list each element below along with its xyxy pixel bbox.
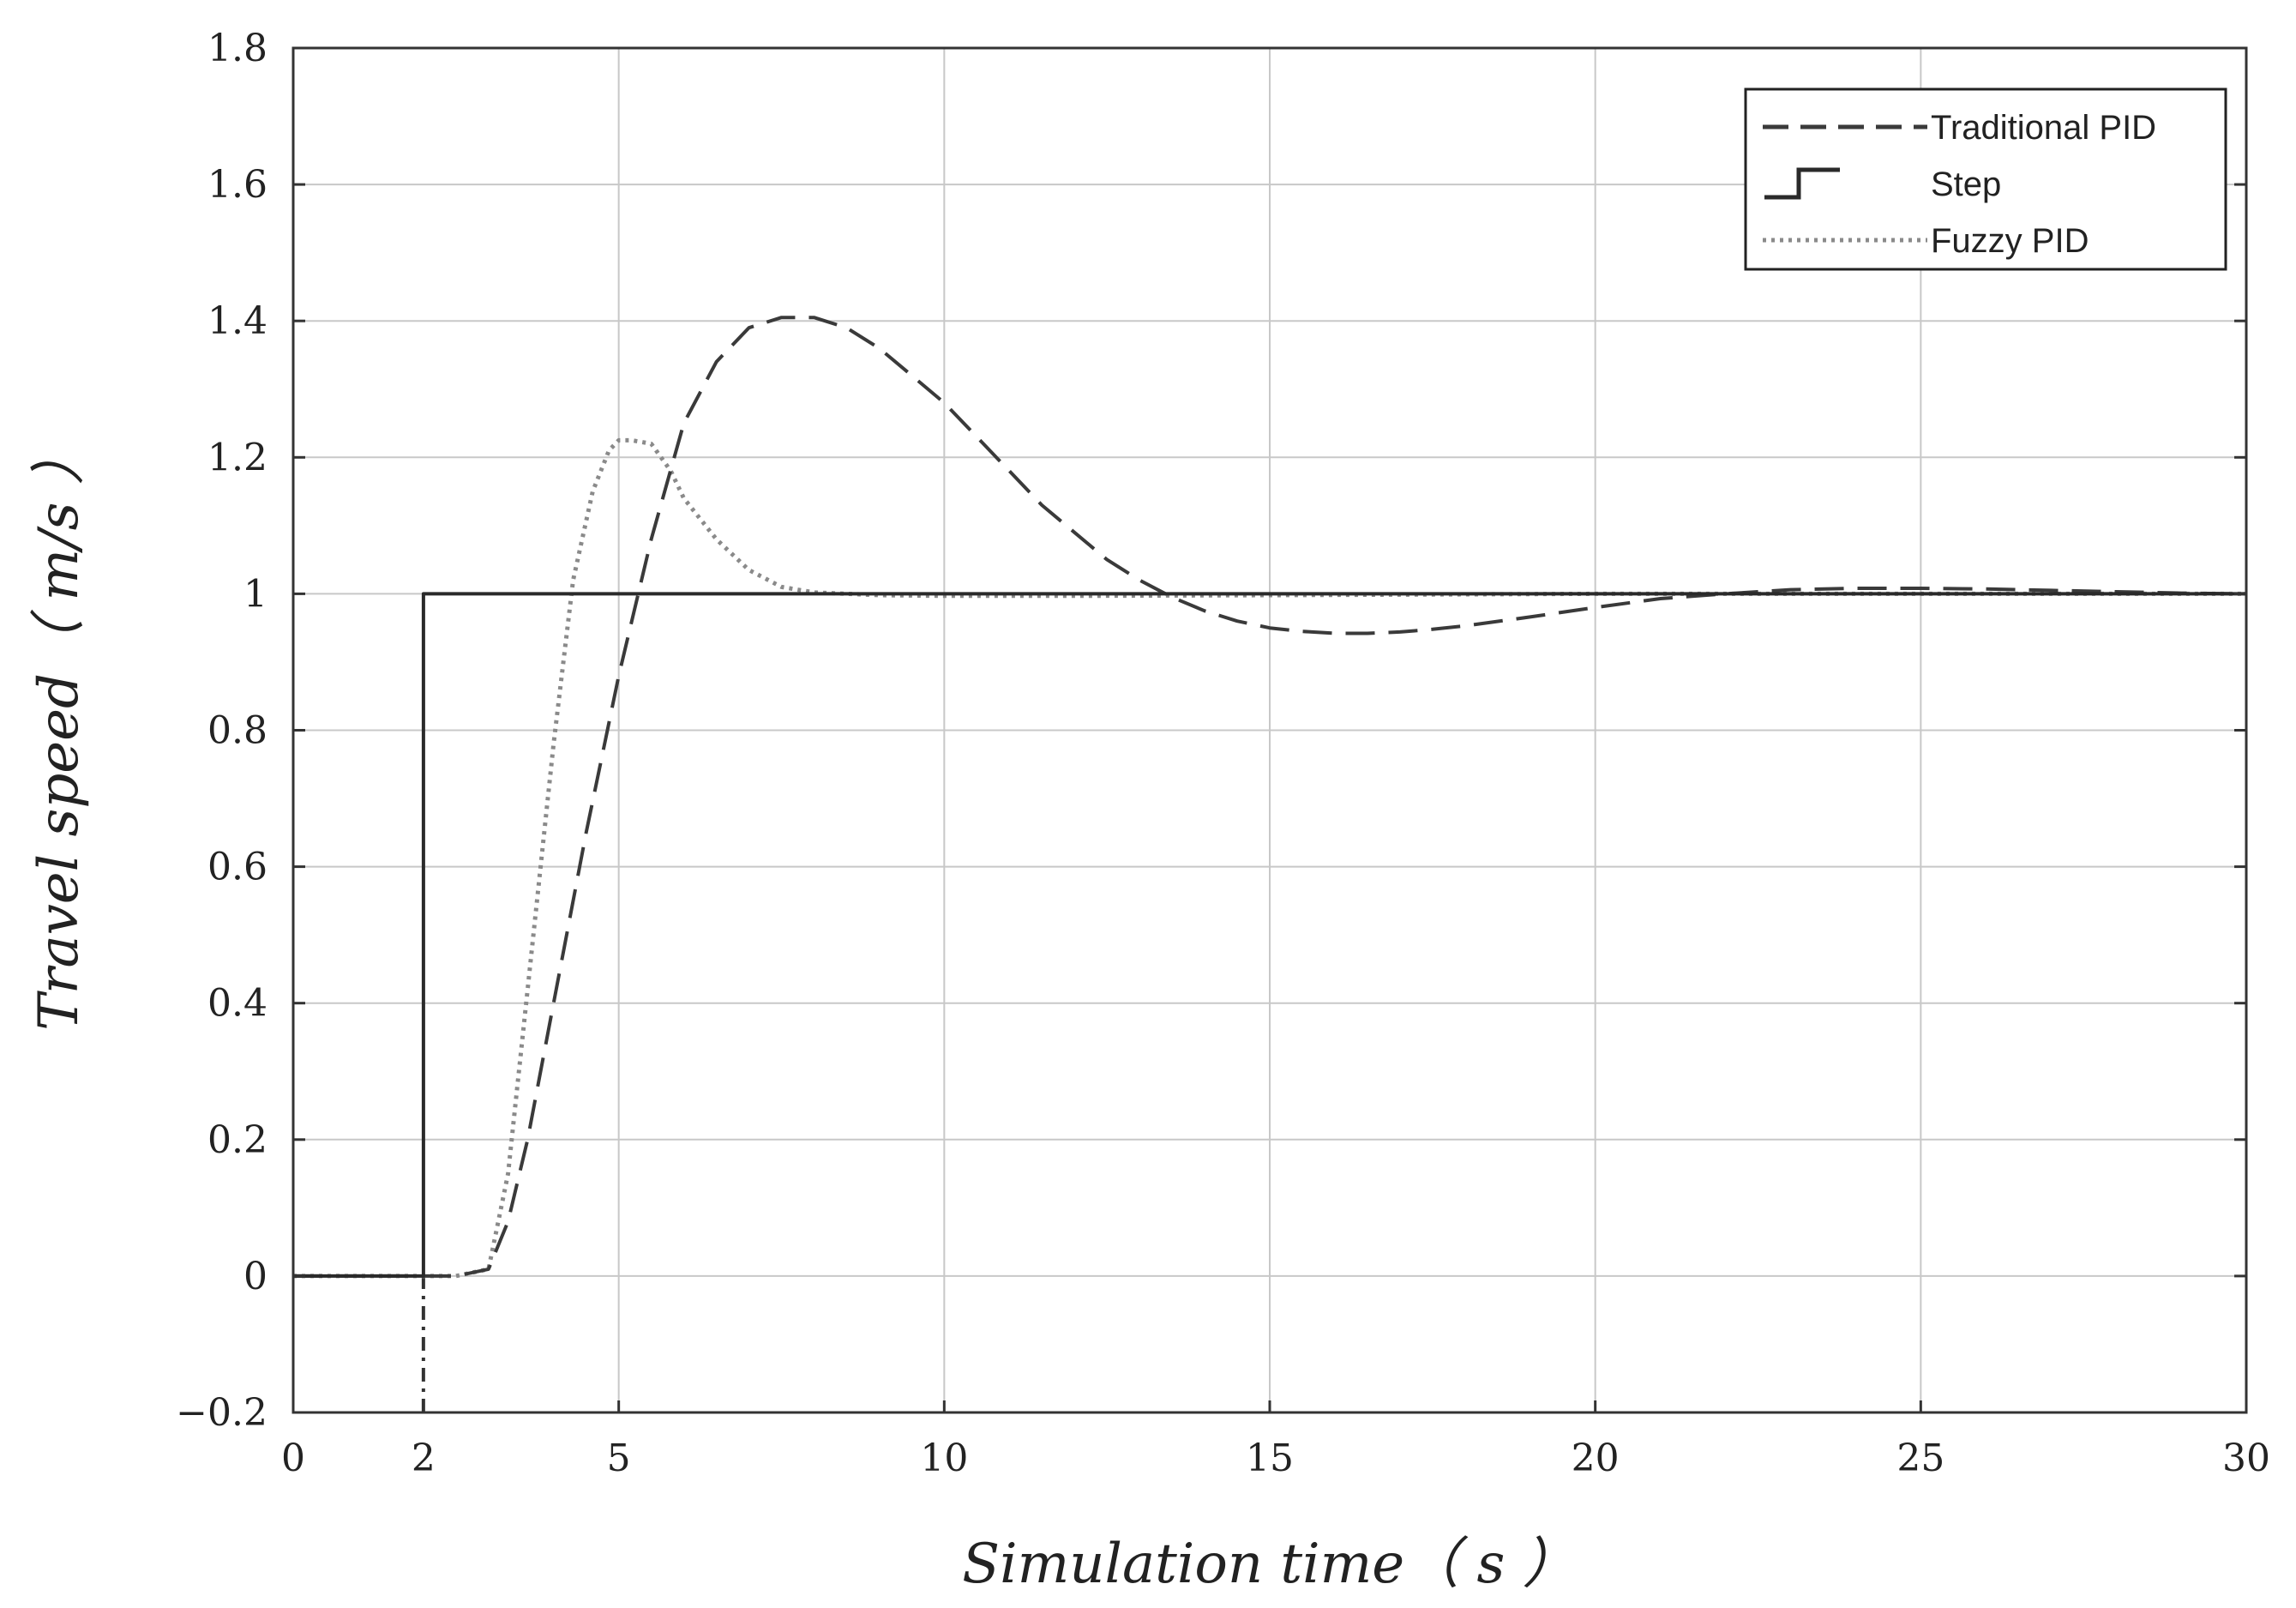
y-tick-label: 1.8	[207, 27, 267, 70]
x-tick-label: 20	[1572, 1436, 1620, 1480]
y-tick-label: 1.2	[207, 436, 267, 479]
x-tick-label: 10	[920, 1436, 968, 1480]
tick-labels: −0.200.20.40.60.811.21.41.61.80 2 5 10 15 20 2…	[176, 27, 2270, 1480]
y-tick-label: 1	[243, 572, 267, 616]
x-axis-label: Simulation time（ s ）	[962, 1533, 1577, 1596]
legend-label: Fuzzy PID	[1931, 222, 2089, 260]
y-tick-label: 0	[243, 1255, 267, 1298]
x-tick-label: 2	[412, 1436, 436, 1480]
y-axis-label: Travel speed（ m/s ）	[27, 430, 91, 1031]
y-tick-label: 1.6	[207, 163, 267, 207]
x-tick-label: 25	[1896, 1436, 1944, 1480]
legend: Traditional PID Step Fuzzy PID	[1744, 87, 2227, 271]
x-tick-label: 15	[1246, 1436, 1294, 1480]
y-tick-label: 0.6	[207, 846, 267, 889]
y-tick-label: −0.2	[176, 1391, 267, 1435]
y-tick-label: 1.4	[207, 299, 267, 343]
y-tick-label: 0.2	[207, 1118, 267, 1162]
y-tick-label: 0.4	[207, 982, 267, 1026]
series-line-step	[293, 592, 2246, 1278]
legend-swatch	[1764, 167, 1840, 200]
y-tick-label: 0.8	[207, 709, 267, 753]
x-tick-label: 5	[607, 1436, 631, 1480]
x-tick-label: 30	[2222, 1436, 2270, 1480]
series-line-fuzzy-pid	[293, 437, 2246, 1279]
legend-label: Traditional PID	[1931, 109, 2156, 147]
legend-label: Step	[1931, 166, 2001, 203]
series-layer	[293, 316, 2247, 1412]
x-tick-label: 0	[281, 1436, 305, 1480]
